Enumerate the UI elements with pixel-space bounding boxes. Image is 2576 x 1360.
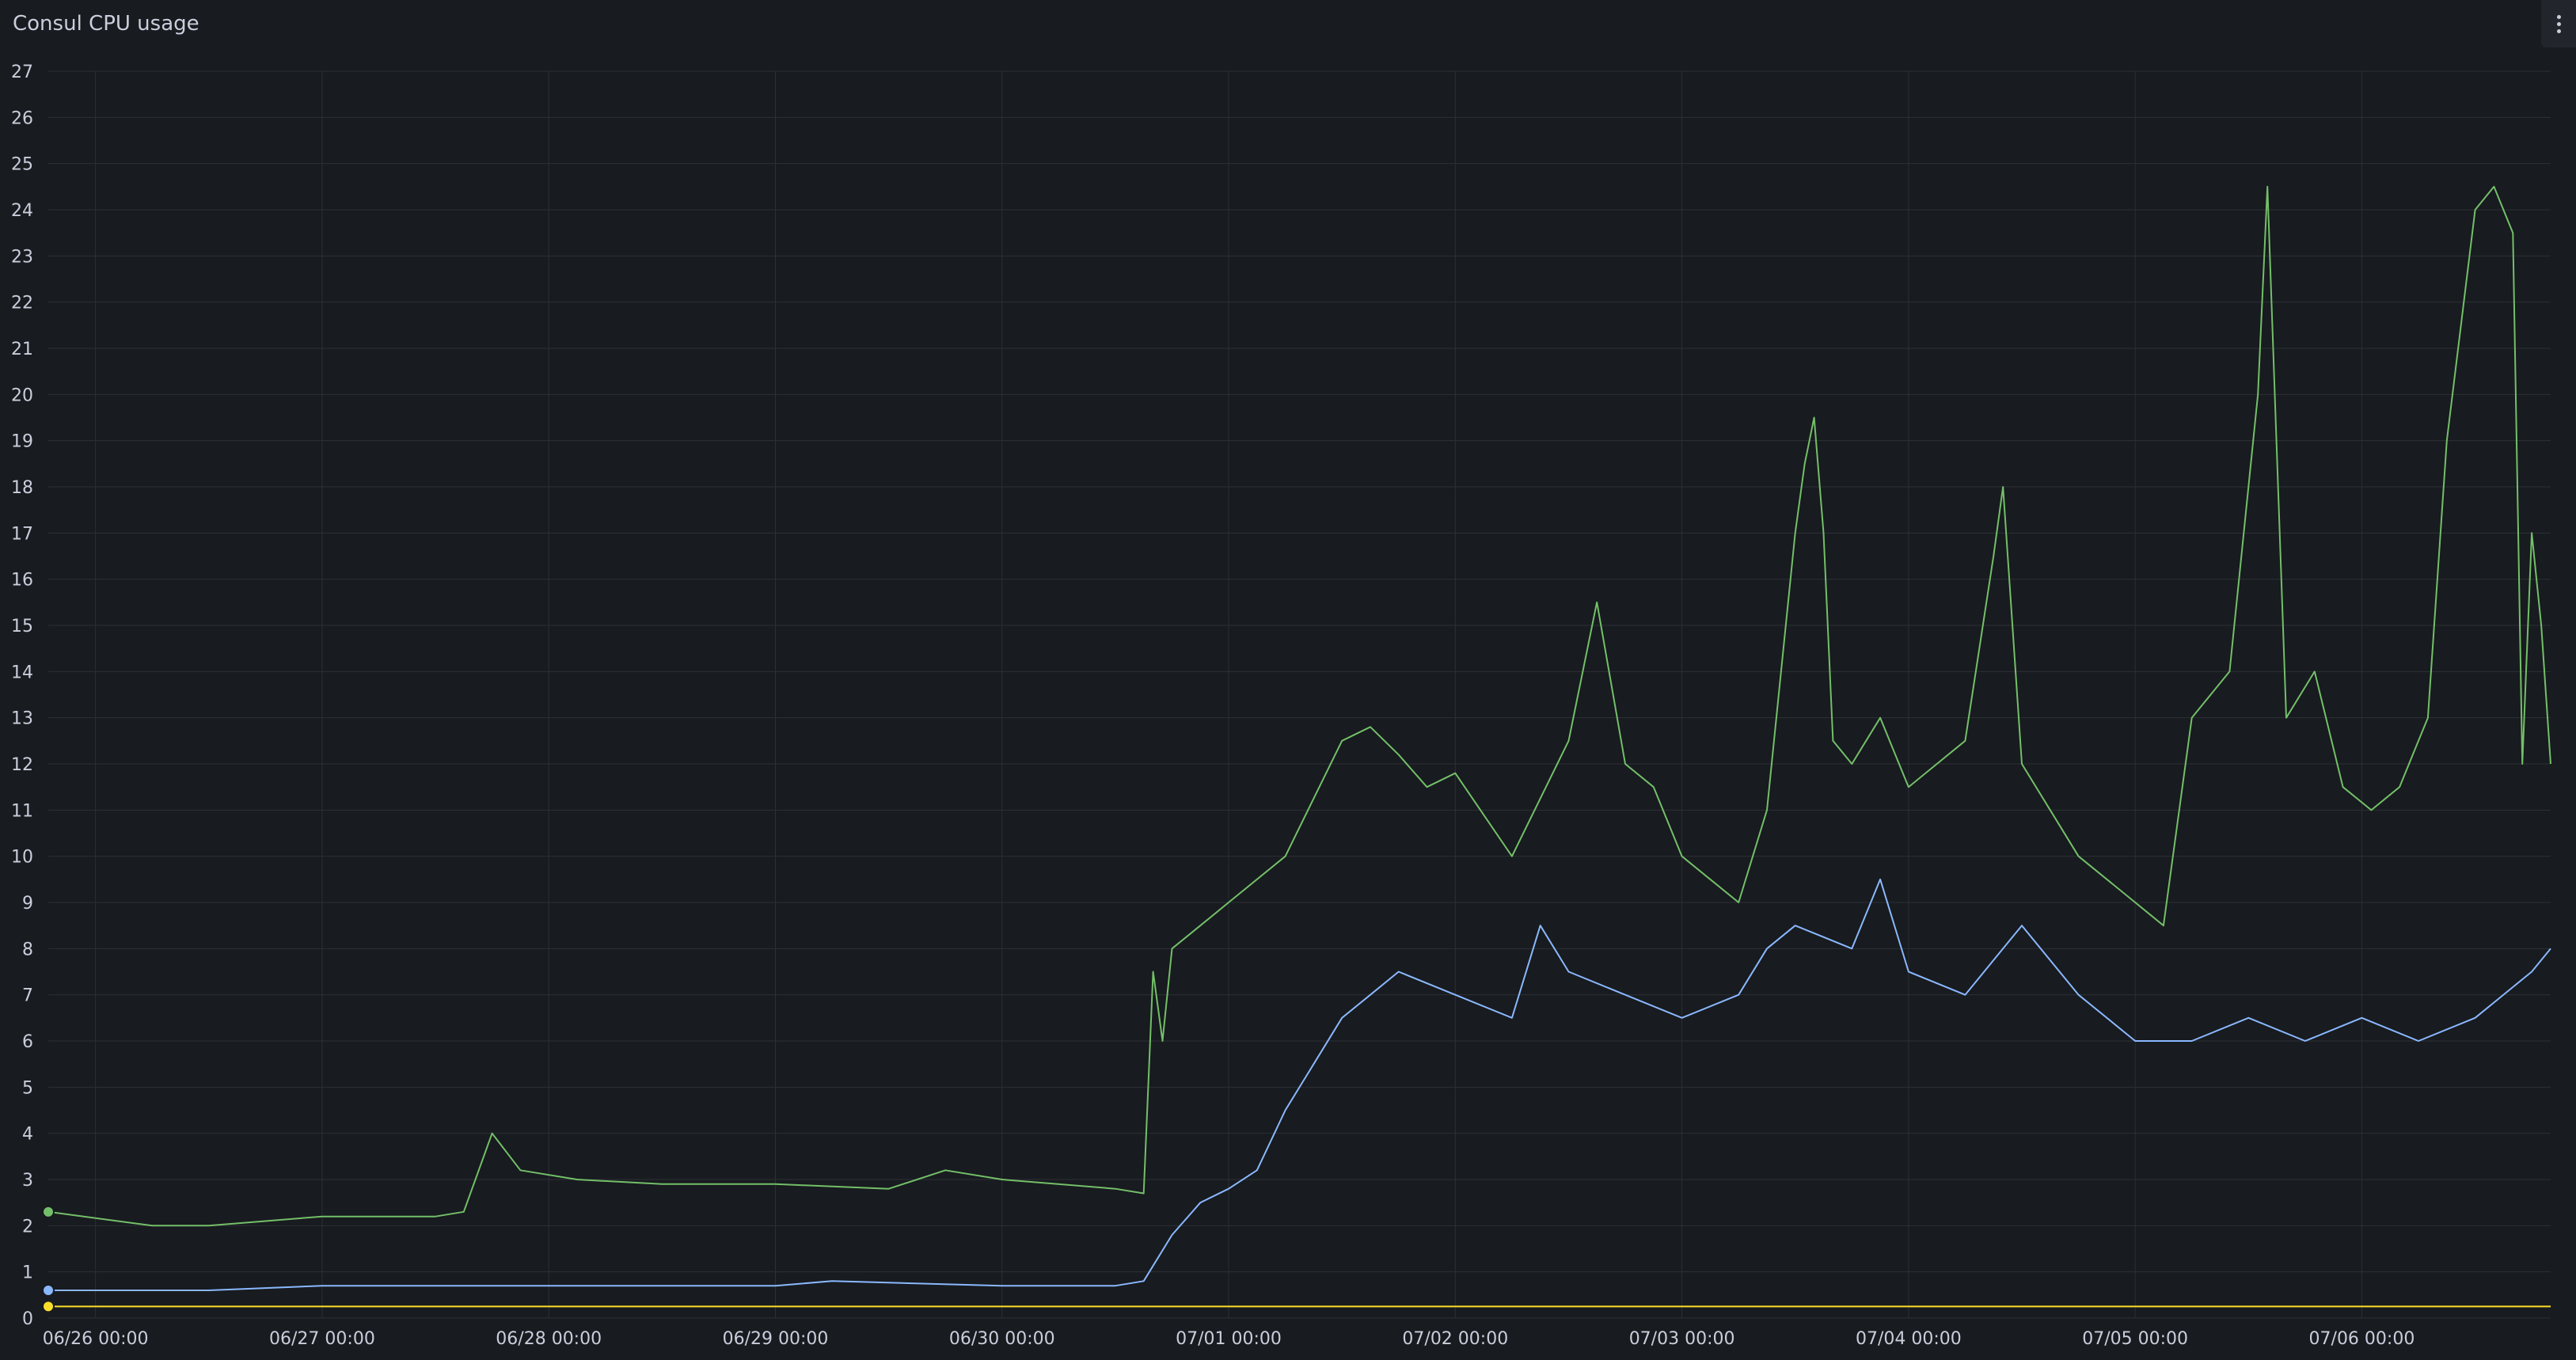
y-tick-label: 4 xyxy=(22,1125,33,1145)
y-tick-label: 12 xyxy=(11,755,33,775)
y-tick-label: 5 xyxy=(22,1078,33,1098)
x-tick-label: 07/06 00:00 xyxy=(2309,1329,2415,1349)
y-tick-label: 11 xyxy=(11,801,33,821)
x-tick-label: 06/27 00:00 xyxy=(269,1329,375,1349)
menu-dot xyxy=(2557,29,2561,33)
y-tick-label: 9 xyxy=(22,894,33,914)
series-lines xyxy=(42,185,2551,1313)
y-tick-label: 2 xyxy=(22,1217,33,1237)
series-start-point[interactable] xyxy=(42,1284,55,1297)
y-tick-label: 1 xyxy=(22,1263,33,1283)
x-tick-label: 06/28 00:00 xyxy=(496,1329,602,1349)
series-start-point[interactable] xyxy=(42,1300,55,1313)
menu-dot xyxy=(2557,15,2561,19)
y-tick-label: 17 xyxy=(11,524,33,544)
x-tick-label: 07/04 00:00 xyxy=(1856,1329,1962,1349)
y-tick-label: 13 xyxy=(11,709,33,729)
series-line-1 xyxy=(47,185,2551,1227)
y-tick-label: 21 xyxy=(11,340,33,359)
y-tick-label: 20 xyxy=(11,386,33,405)
y-tick-label: 16 xyxy=(11,571,33,591)
y-tick-label: 23 xyxy=(11,247,33,267)
x-tick-label: 07/03 00:00 xyxy=(1629,1329,1735,1349)
menu-dot xyxy=(2557,22,2561,26)
x-tick-label: 06/26 00:00 xyxy=(43,1329,149,1349)
x-tick-label: 06/29 00:00 xyxy=(723,1329,829,1349)
y-tick-label: 24 xyxy=(11,201,33,221)
x-tick-label: 06/30 00:00 xyxy=(949,1329,1055,1349)
x-tick-label: 07/02 00:00 xyxy=(1402,1329,1508,1349)
y-axis: 0123456789101112131415161718192021222324… xyxy=(11,63,33,1329)
y-tick-label: 25 xyxy=(11,155,33,175)
y-tick-label: 15 xyxy=(11,617,33,636)
kebab-menu-icon[interactable] xyxy=(2541,0,2576,47)
y-tick-label: 6 xyxy=(22,1032,33,1052)
y-tick-label: 14 xyxy=(11,663,33,682)
x-tick-label: 07/05 00:00 xyxy=(2082,1329,2188,1349)
y-tick-label: 18 xyxy=(11,478,33,498)
y-tick-label: 3 xyxy=(22,1171,33,1191)
panel-title: Consul CPU usage xyxy=(13,12,199,36)
y-tick-label: 10 xyxy=(11,848,33,868)
x-tick-label: 07/01 00:00 xyxy=(1176,1329,1282,1349)
y-tick-label: 19 xyxy=(11,432,33,452)
y-tick-label: 7 xyxy=(22,986,33,1006)
y-tick-label: 22 xyxy=(11,294,33,313)
series-line-2 xyxy=(48,878,2551,1291)
y-tick-label: 26 xyxy=(11,108,33,128)
y-tick-label: 27 xyxy=(11,63,33,82)
y-tick-label: 0 xyxy=(22,1309,33,1329)
series-start-point[interactable] xyxy=(42,1205,55,1218)
x-axis: 06/26 00:00 06/27 00:00 06/28 00:00 06/29 0… xyxy=(43,1329,2415,1349)
grid-lines xyxy=(48,70,2551,1319)
y-tick-label: 8 xyxy=(22,940,33,959)
